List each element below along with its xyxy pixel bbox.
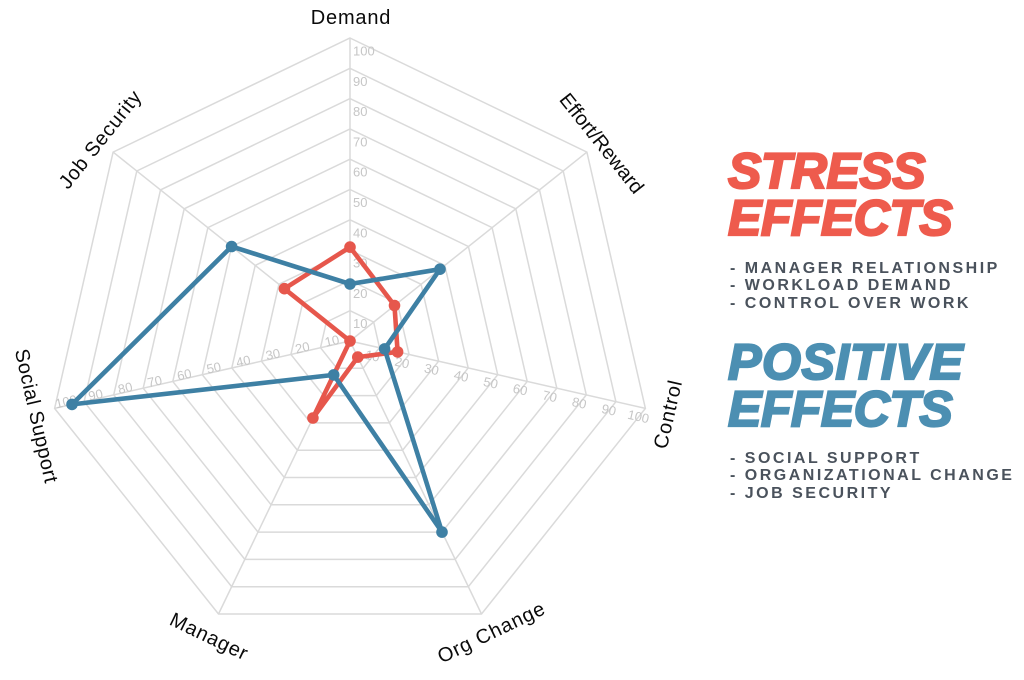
svg-text:40: 40	[452, 367, 469, 385]
svg-text:Org Change: Org Change	[434, 598, 549, 669]
svg-text:Demand: Demand	[311, 7, 391, 29]
svg-text:30: 30	[423, 360, 440, 378]
svg-text:100: 100	[353, 44, 375, 59]
svg-text:30: 30	[264, 345, 281, 363]
svg-text:70: 70	[541, 387, 558, 405]
svg-text:20: 20	[294, 339, 311, 357]
svg-text:90: 90	[600, 401, 617, 419]
svg-text:20: 20	[393, 354, 410, 372]
svg-text:40: 40	[353, 225, 367, 240]
svg-text:60: 60	[353, 165, 367, 180]
svg-text:10: 10	[323, 332, 340, 350]
svg-text:20: 20	[353, 286, 367, 301]
svg-text:80: 80	[116, 379, 133, 397]
svg-text:50: 50	[205, 359, 222, 377]
svg-text:60: 60	[511, 381, 528, 399]
svg-text:60: 60	[176, 366, 193, 384]
svg-text:90: 90	[353, 74, 367, 89]
svg-text:70: 70	[353, 134, 367, 149]
svg-text:50: 50	[482, 374, 499, 392]
svg-text:Control: Control	[650, 378, 687, 451]
svg-text:50: 50	[353, 195, 367, 210]
svg-text:10: 10	[353, 316, 367, 331]
svg-text:80: 80	[571, 394, 588, 412]
svg-text:Job Security: Job Security	[55, 86, 147, 193]
svg-text:Manager: Manager	[166, 609, 252, 665]
svg-text:80: 80	[353, 104, 367, 119]
svg-text:Social Support: Social Support	[10, 347, 62, 486]
svg-text:70: 70	[146, 372, 163, 390]
svg-text:100: 100	[626, 407, 650, 426]
svg-text:40: 40	[235, 352, 252, 370]
